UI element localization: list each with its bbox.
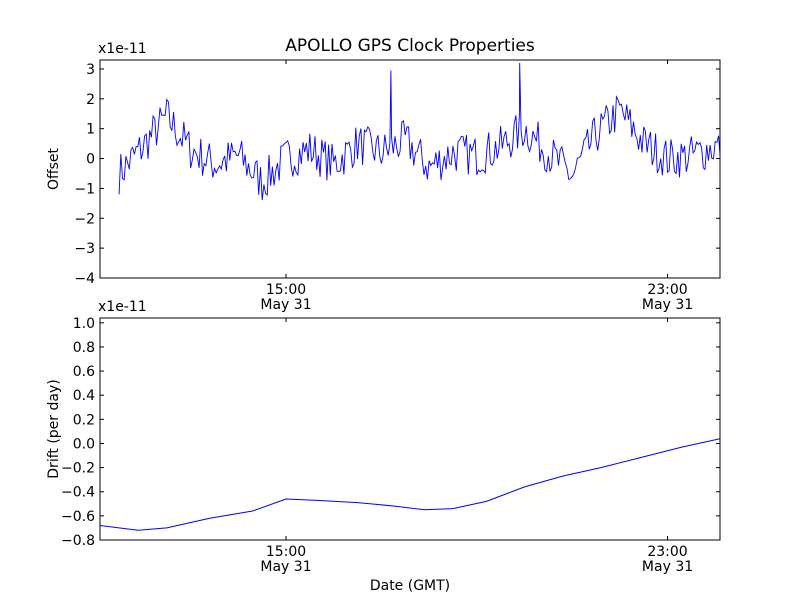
plot-frame — [99, 59, 721, 279]
x-tick-date-label: May 31 — [260, 559, 311, 575]
x-axis-label: Date (GMT) — [370, 578, 450, 594]
y-tick-label: 3 — [86, 62, 95, 78]
x-tick-time-label: 15:00 — [266, 282, 306, 298]
y-tick-label: 0 — [86, 152, 95, 168]
series-line — [100, 438, 720, 531]
y-tick-label: 0.2 — [73, 412, 95, 428]
y-axis-label: Drift (per day) — [46, 379, 62, 478]
series-line — [118, 62, 720, 201]
y-tick-label: 1.0 — [73, 316, 95, 332]
y-tick-label: 2 — [86, 92, 95, 108]
y-tick-label: −0.4 — [61, 485, 95, 501]
x-tick-time-label: 23:00 — [647, 544, 687, 560]
y-tick-label: −0.6 — [61, 509, 95, 525]
y-tick-label: 1 — [86, 122, 95, 138]
y-offset-text: x1e-11 — [98, 41, 147, 57]
x-tick-date-label: May 31 — [642, 559, 693, 575]
x-tick-date-label: May 31 — [260, 297, 311, 313]
y-tick-label: −1 — [74, 181, 95, 197]
y-tick-label: −4 — [74, 271, 95, 287]
y-tick-label: 0.0 — [73, 436, 95, 452]
y-tick-label: 0.4 — [73, 388, 95, 404]
plot-frame — [99, 317, 721, 541]
y-tick-label: −0.8 — [61, 533, 95, 549]
y-tick-label: −3 — [74, 241, 95, 257]
figure-title: APOLLO GPS Clock Properties — [285, 36, 535, 56]
y-tick-label: 0.6 — [73, 364, 95, 380]
x-tick-time-label: 15:00 — [266, 544, 306, 560]
y-tick-label: −0.2 — [61, 461, 95, 477]
y-tick-label: −2 — [74, 211, 95, 227]
x-tick-date-label: May 31 — [642, 297, 693, 313]
y-tick-label: 0.8 — [73, 340, 95, 356]
drift-panel: −0.8−0.6−0.4−0.20.00.20.40.60.81.015:00M… — [46, 299, 721, 575]
y-offset-text: x1e-11 — [98, 299, 147, 315]
x-tick-time-label: 23:00 — [647, 282, 687, 298]
y-axis-label: Offset — [46, 147, 62, 190]
